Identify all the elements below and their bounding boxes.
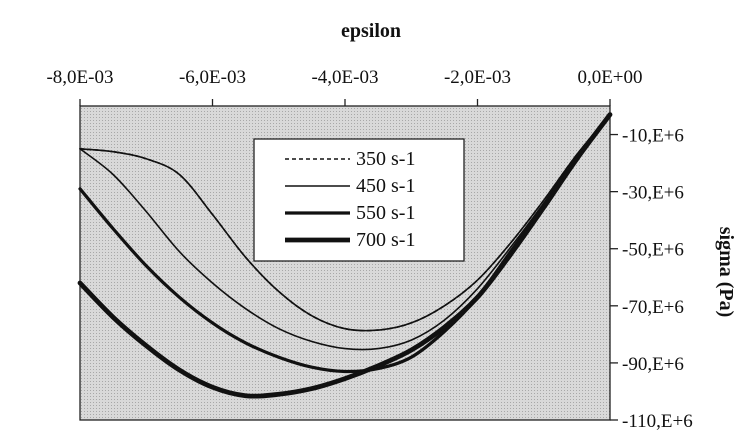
x-axis-ticks: -8,0E-03 -6,0E-03 -4,0E-03 -2,0E-03 0,0E+00 [46,67,643,106]
series-line-4 [77,112,613,399]
y-axis-title: sigma (Pa) [715,227,737,318]
x-tick-label: -4,0E-03 [311,67,378,88]
x-tick-label: -8,0E-03 [46,67,113,88]
x-tick-label: -2,0E-03 [444,67,511,88]
y-tick-label: -30,E+6 [622,183,684,204]
legend-label: 450 s-1 [356,175,415,197]
legend-label: 350 s-1 [356,148,415,170]
y-tick-label: -10,E+6 [622,126,684,147]
legend-label: 550 s-1 [356,202,415,224]
x-tick-label: -6,0E-03 [179,67,246,88]
y-tick-label: -90,E+6 [622,354,684,375]
series-line-2 [79,113,611,332]
y-tick-label: -110,E+6 [622,411,693,432]
x-tick-label: 0,0E+00 [577,67,642,88]
x-axis-title: epsilon [341,20,401,42]
y-tick-label: -70,E+6 [622,297,684,318]
legend: 350 s-1 450 s-1 550 s-1 700 s-1 [253,138,465,262]
legend-label: 700 s-1 [356,229,415,251]
y-tick-label: -50,E+6 [622,240,684,261]
y-axis-ticks: -10,E+6 -30,E+6 -50,E+6 -70,E+6 -90,E+6 -110,… [610,126,693,432]
series-line-secondary [79,114,611,351]
series-lines [77,112,613,399]
